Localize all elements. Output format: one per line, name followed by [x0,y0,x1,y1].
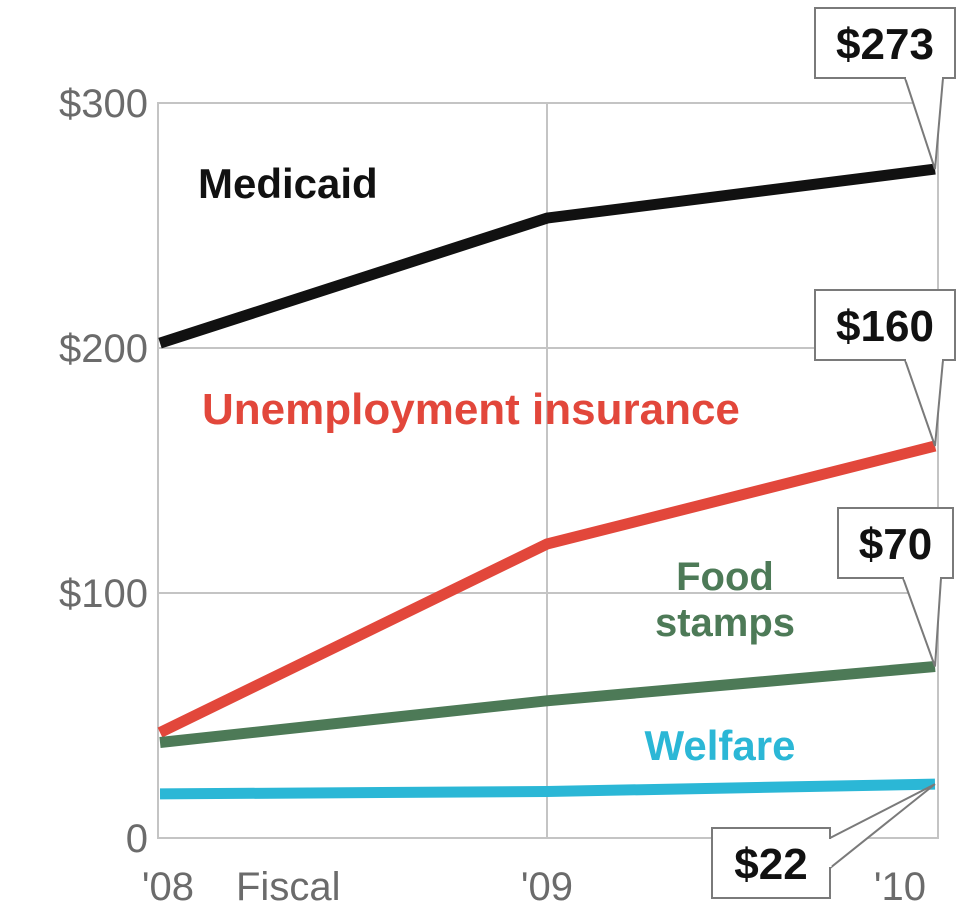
series-line-welfare [159,778,936,800]
x-tick-label: '09 [521,865,573,909]
y-tick-label: $200 [59,327,148,371]
series-line-unemployment-insurance [157,440,937,738]
x-tick-label: '08 [142,865,194,909]
callout-value: $70 [859,520,932,569]
value-callout: $22 [711,783,936,899]
callout-value: $160 [836,302,934,351]
callout-box [814,289,956,361]
series-labels: Medicaid Unemployment insurance Food stamps… [198,160,795,769]
series-label: Food stamps [655,555,795,645]
series-line-medicaid [158,163,936,349]
callout-pointer [829,783,936,871]
value-callout: $273 [814,7,956,170]
value-callouts: $273 $160 $70 $22 [711,7,956,899]
axis-ticks: 0 $100 $200 $300 '08 '09 '10 Fiscal [59,82,926,909]
callout-box [814,7,956,79]
x-axis-label: Fiscal [236,865,340,909]
series-lines [157,163,937,800]
x-tick-label: '10 [874,865,926,909]
value-callout: $160 [814,289,956,447]
series-label-line: Unemployment insurance [202,385,740,434]
grid [157,102,939,839]
series-label-line: Welfare [645,722,796,769]
value-callout: $70 [837,507,954,667]
callout-box [837,507,954,579]
series-label: Welfare [645,722,796,769]
callout-pointer [901,577,943,667]
series-label: Unemployment insurance [202,385,740,434]
series-label-line: stamps [655,601,795,645]
series-label-line: Food [676,555,774,599]
series-line-food-stamps [159,661,936,748]
series-label: Medicaid [198,160,378,207]
y-tick-label: $300 [59,82,148,126]
y-tick-label: $100 [59,572,148,616]
y-tick-label: 0 [126,817,148,861]
callout-value: $22 [734,840,807,889]
series-label-line: Medicaid [198,160,378,207]
callout-value: $273 [836,20,934,69]
